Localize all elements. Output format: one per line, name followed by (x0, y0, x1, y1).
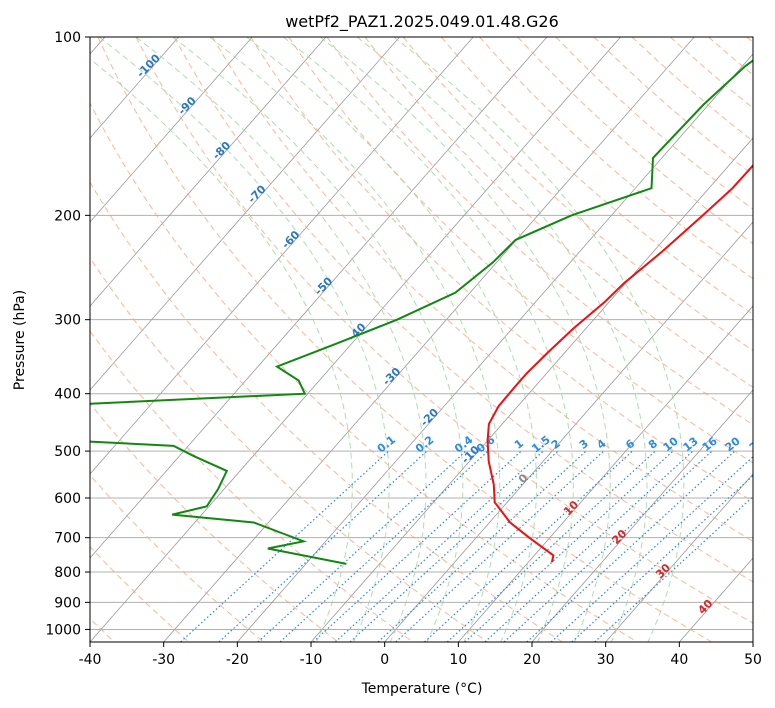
isotherm-line (237, 53, 753, 642)
background-lines (90, 37, 753, 642)
x-tick-label: 50 (744, 652, 762, 668)
mixing-ratio-line (571, 474, 753, 642)
isotherm-line (310, 137, 753, 642)
x-axis: -40 -30 -20 -10 0 10 20 30 40 50 (79, 642, 762, 668)
mixing-ratio-line (180, 450, 389, 642)
mixing-ratio-line (218, 450, 428, 642)
dry-adiabat-line (90, 474, 264, 642)
dry-adiabat-line (90, 256, 488, 642)
moist-adiabat-line (172, 37, 464, 642)
mixing-ratio-line (484, 450, 694, 642)
x-tick-label: -10 (300, 652, 323, 668)
moist-adiabat-line (209, 37, 501, 642)
y-tick-label: 1000 (45, 622, 81, 638)
dry-adiabat-line (402, 37, 753, 352)
isotherm-line (163, 37, 695, 642)
x-tick-label: 10 (449, 652, 467, 668)
x-tick-label: 20 (523, 652, 541, 668)
mixing-ratio-line (395, 450, 605, 642)
x-tick-label: -30 (152, 652, 175, 668)
x-tick-label: 40 (670, 652, 688, 668)
mixing-ratio-line (257, 450, 467, 642)
dry-adiabat-line (135, 37, 753, 624)
dry-adiabat-line (90, 545, 190, 642)
x-axis-label: Temperature (°C) (361, 681, 483, 697)
y-axis: 100 200 300 400 500 600 700 800 900 1000 (45, 30, 90, 638)
dry-adiabat-line (250, 37, 753, 503)
dry-adiabat-line (173, 37, 753, 583)
dry-adiabat-line (364, 37, 753, 388)
sounding-profiles (90, 59, 753, 565)
y-tick-label: 600 (54, 491, 81, 507)
isotherm-line (90, 37, 327, 307)
dry-adiabat-line (326, 37, 753, 426)
y-tick-label: 700 (54, 531, 81, 547)
dry-adiabat-line (90, 102, 638, 642)
y-tick-label: 800 (54, 565, 81, 581)
mixing-ratio-line (594, 495, 753, 642)
mixing-ratio-line (424, 450, 633, 642)
dry-adiabat-line (211, 37, 753, 542)
chart-title: wetPf2_PAZ1.2025.049.01.48.G26 (285, 12, 559, 32)
mixing-ratio-line (550, 455, 753, 642)
y-axis-label: Pressure (hPa) (12, 290, 28, 390)
isotherm-line (605, 473, 753, 642)
mixing-ratio-line (446, 450, 656, 642)
mixing-ratio-line (526, 450, 736, 642)
y-tick-label: 200 (54, 208, 81, 224)
x-tick-label: -40 (79, 652, 102, 668)
isotherm-line (458, 305, 753, 642)
mixing-ratio-line (503, 450, 713, 642)
moist-adiabat-line (356, 37, 648, 642)
isotherm-line (90, 37, 548, 559)
isotherm-line (90, 37, 621, 642)
dewpoint-profile (90, 59, 753, 565)
dry-adiabat-line (90, 402, 339, 642)
isotherm-line (90, 37, 474, 475)
moist-adiabat-line (393, 37, 685, 642)
y-tick-label: 500 (54, 444, 81, 460)
moist-adiabat-line (98, 37, 390, 642)
y-tick-label: 300 (54, 313, 81, 329)
moist-adiabat-line (283, 37, 574, 642)
y-tick-label: 100 (54, 30, 81, 46)
plot-frame (89, 36, 754, 643)
isotherm-line (90, 37, 253, 223)
temperature-profile (486, 163, 753, 563)
mixing-ratio-line (464, 450, 674, 642)
isotherm-line (531, 389, 753, 642)
moist-adiabat-line (90, 58, 353, 642)
dry-adiabat-line (440, 37, 753, 316)
y-tick-label: 900 (54, 595, 81, 611)
dry-adiabat-line (97, 37, 712, 642)
isotherm-line (384, 221, 753, 642)
moist-adiabat-line (319, 37, 611, 642)
mixing-ratio-line (279, 450, 489, 642)
mixing-ratio-line (334, 450, 544, 642)
x-tick-label: 30 (597, 652, 615, 668)
mixing-ratio-line (377, 450, 587, 642)
moist-adiabat-line (246, 37, 537, 642)
y-tick-label: 400 (54, 387, 81, 403)
x-tick-label: 0 (380, 652, 389, 668)
mixing-ratio-label: 25 (747, 435, 767, 455)
isotherm-line (90, 37, 400, 391)
x-tick-label: -20 (226, 652, 249, 668)
mixing-ratio-line (349, 450, 559, 642)
mixing-ratio-line (312, 450, 522, 642)
